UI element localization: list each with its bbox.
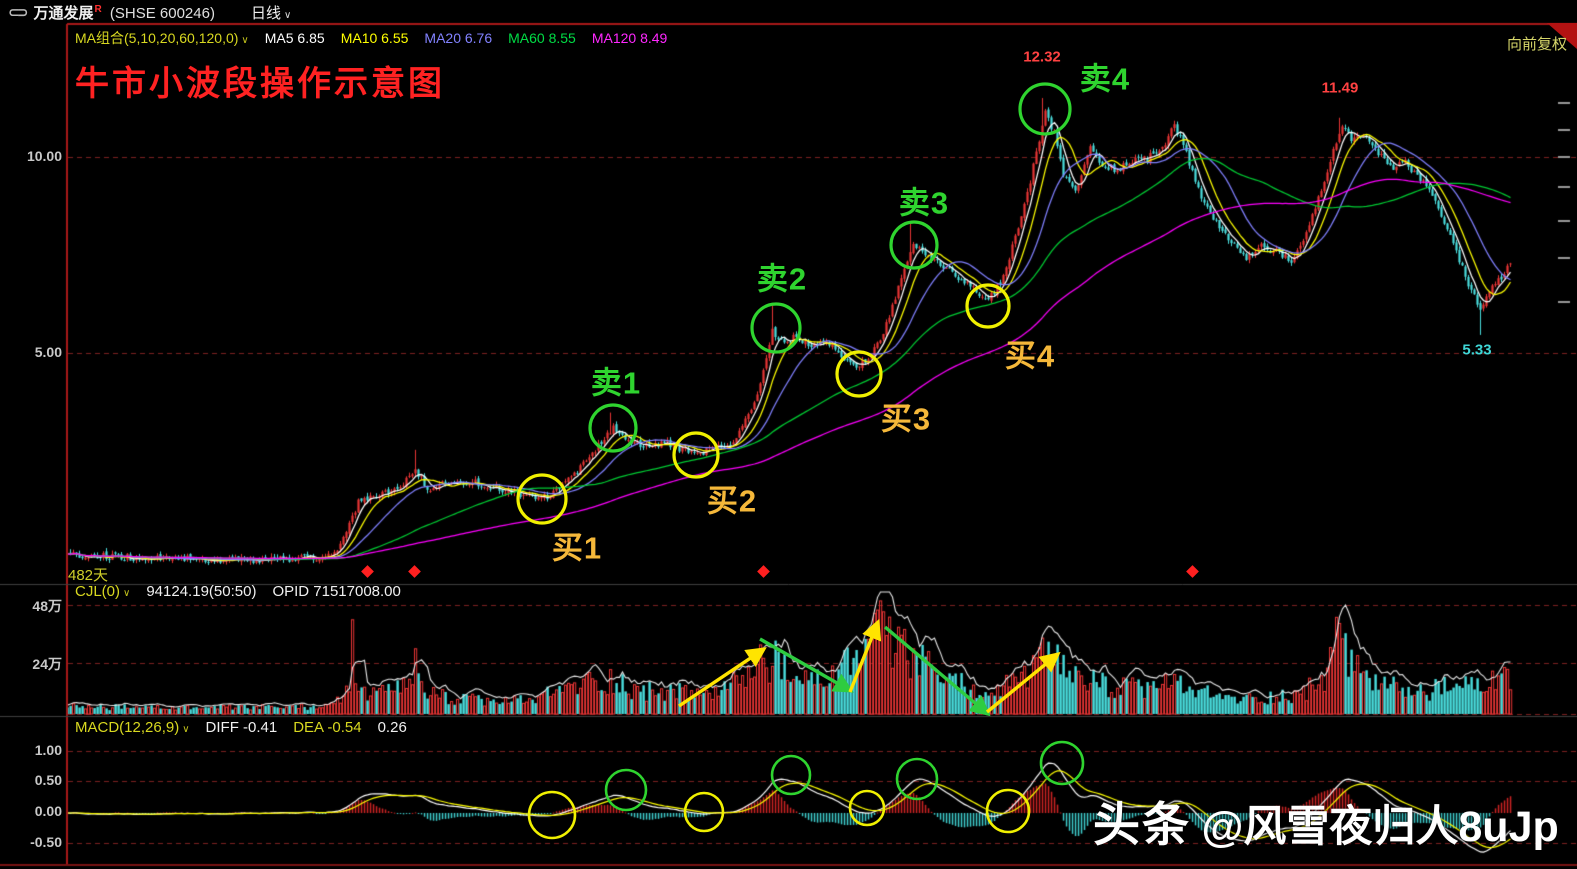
watermark-handle: @风雪夜归人8uJp bbox=[1201, 803, 1559, 851]
dea-value: DEA -0.54 bbox=[293, 719, 362, 736]
axis-label: 1.00 bbox=[34, 742, 62, 758]
cjl-dropdown[interactable]: CJL(0) ∨ bbox=[75, 583, 131, 600]
corner-fold bbox=[1547, 23, 1577, 49]
buy-label: 买4 bbox=[1004, 338, 1056, 374]
ma10-value: MA10 6.55 bbox=[340, 30, 409, 46]
axis-label: 0.00 bbox=[34, 803, 62, 819]
window-icon[interactable]: ⊂⊃ bbox=[8, 3, 29, 20]
opid-value: OPID 71517008.00 bbox=[272, 583, 401, 600]
period-dropdown[interactable]: 日线 ∨ bbox=[251, 2, 291, 23]
ma60-value: MA60 8.55 bbox=[508, 30, 576, 46]
axis-label: 48万 bbox=[32, 598, 62, 614]
sell-label: 卖3 bbox=[898, 185, 950, 221]
sell-label: 卖2 bbox=[756, 261, 808, 297]
peak-price-label: 11.49 bbox=[1321, 79, 1359, 97]
stock-name: 万通发展 bbox=[33, 4, 94, 22]
stock-code: (SHSE 600246) bbox=[109, 4, 215, 22]
ma120-value: MA120 8.49 bbox=[591, 30, 668, 46]
peak-price-label: 5.33 bbox=[1462, 341, 1492, 359]
period-label: 日线 bbox=[250, 4, 281, 22]
chevron-down-icon: ∨ bbox=[123, 588, 131, 599]
axis-label: 24万 bbox=[32, 656, 62, 672]
title-bar: ⊂⊃ 万通发展R (SHSE 600246) 日线 ∨ bbox=[0, 0, 1577, 24]
ma20-value: MA20 6.76 bbox=[424, 30, 493, 46]
axis-label: 0.50 bbox=[34, 772, 62, 788]
macd-header: MACD(12,26,9) ∨ DIFF -0.41 DEA -0.54 0.26 bbox=[75, 719, 407, 736]
chevron-down-icon: ∨ bbox=[283, 9, 292, 21]
axis-label: -0.50 bbox=[30, 834, 62, 850]
rights-marker: R bbox=[94, 3, 102, 15]
chevron-down-icon: ∨ bbox=[241, 35, 249, 46]
volume-header: CJL(0) ∨ 94124.19(50:50) OPID 71517008.00 bbox=[75, 583, 401, 600]
cjl-value: 94124.19(50:50) bbox=[146, 583, 257, 600]
axis-label: 10.00 bbox=[26, 148, 62, 164]
chevron-down-icon: ∨ bbox=[182, 724, 190, 735]
sell-label: 卖1 bbox=[590, 365, 642, 401]
buy-label: 买2 bbox=[706, 483, 758, 519]
macd-bar-value: 0.26 bbox=[377, 719, 407, 736]
chart-annotation-title: 牛市小波段操作示意图 bbox=[75, 65, 445, 103]
stock-selector[interactable]: 万通发展R (SHSE 600246) bbox=[33, 2, 214, 23]
buy-label: 买1 bbox=[551, 530, 603, 566]
visible-range-label: 482天 bbox=[68, 567, 109, 584]
watermark: 头条 @风雪夜归人8uJp bbox=[1093, 786, 1559, 855]
buy-label: 买3 bbox=[880, 401, 932, 437]
watermark-brand: 头条 bbox=[1093, 798, 1191, 851]
adjust-mode-label[interactable]: 向前复权 bbox=[1506, 36, 1567, 53]
ma-group-dropdown[interactable]: MA组合(5,10,20,60,120,0) ∨ bbox=[75, 30, 249, 46]
ma5-value: MA5 6.85 bbox=[264, 30, 325, 46]
diff-value: DIFF -0.41 bbox=[205, 719, 278, 736]
peak-price-label: 12.32 bbox=[1023, 48, 1061, 66]
sell-label: 卖4 bbox=[1079, 61, 1131, 97]
axis-label: 5.00 bbox=[34, 344, 62, 360]
macd-dropdown[interactable]: MACD(12,26,9) ∨ bbox=[75, 719, 190, 736]
ma-header: MA组合(5,10,20,60,120,0) ∨ MA5 6.85 MA10 6.… bbox=[75, 28, 667, 48]
